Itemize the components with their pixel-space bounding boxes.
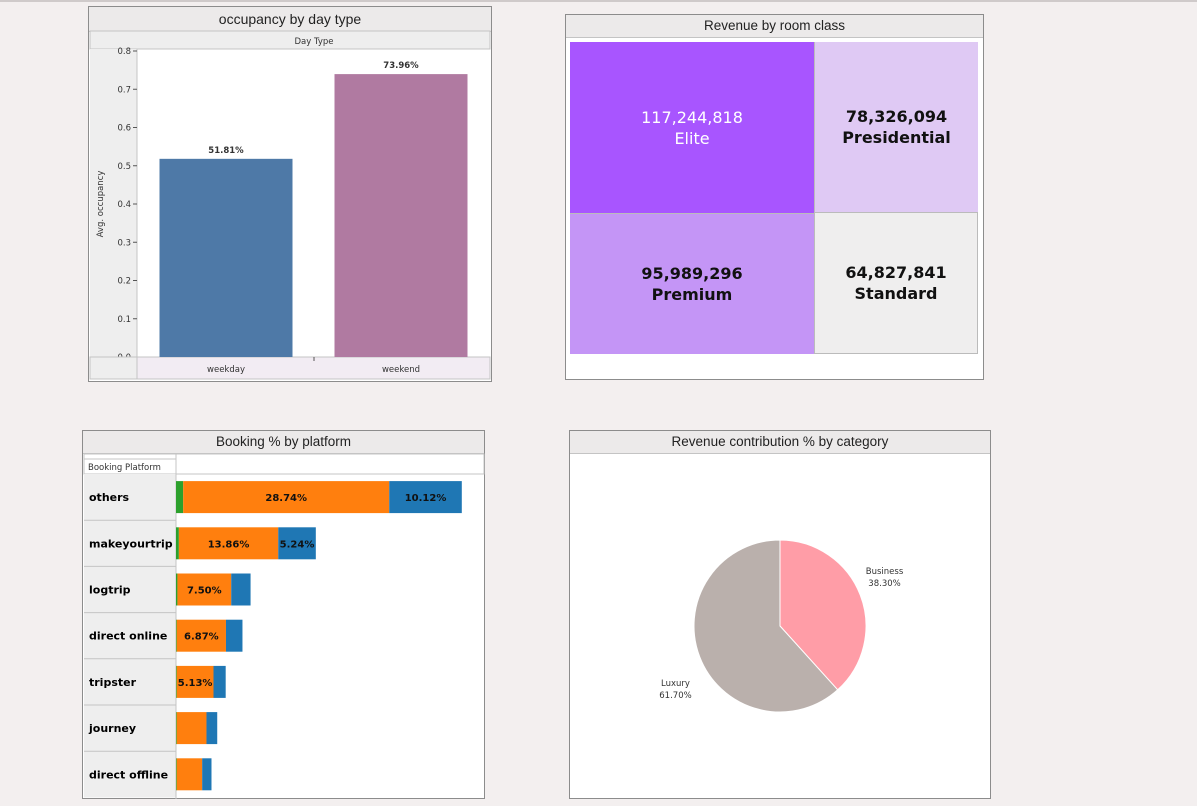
occupancy-ytick-label: 0.1: [117, 315, 131, 325]
booking-panel: Booking % by platform Booking Platform ot…: [82, 430, 485, 799]
booking-segment-label: 5.24%: [280, 539, 315, 550]
booking-category-label: others: [89, 491, 130, 504]
booking-segment-direct offline: [176, 758, 203, 791]
booking-row-header: Booking Platform: [88, 463, 161, 473]
category-title: Revenue contribution % by category: [570, 431, 990, 454]
occupancy-data-label: 73.96%: [383, 61, 419, 71]
booking-segment-direct offline: [202, 758, 212, 791]
pie-slice-luxury: [693, 539, 839, 713]
booking-segment-makeyourtrip: [176, 527, 179, 560]
booking-segment-others: [176, 481, 184, 514]
category-pie-chart: Business 38.30% Luxury 61.70%: [659, 539, 904, 713]
revenue-room-panel: Revenue by room class 117,244,818 Elite …: [565, 14, 984, 380]
booking-category-label: journey: [88, 722, 136, 735]
booking-segment-others: [389, 481, 462, 514]
booking-label-column: [84, 474, 176, 798]
occupancy-xaxis-corner: [89, 356, 138, 380]
booking-category-label: direct online: [89, 630, 167, 643]
cell-premium[interactable]: 95,989,296 Premium: [570, 213, 814, 354]
occupancy-axis-bg: [90, 49, 137, 357]
booking-segment-tripster: [213, 665, 226, 698]
occupancy-ytick-label: 0.6: [117, 124, 131, 134]
pie-label-name: Business: [866, 567, 904, 577]
booking-segment-direct offline: [176, 758, 177, 791]
booking-segment-label: 7.50%: [187, 586, 222, 597]
pie-label-name: Luxury: [661, 679, 690, 689]
booking-category-label: makeyourtrip: [89, 537, 173, 550]
booking-chart: Booking Platform others 28.74% 10.12% makeyo…: [83, 453, 485, 799]
revenue-room-title: Revenue by room class: [566, 15, 983, 38]
booking-segment-journey: [206, 712, 218, 745]
booking-segment-direct online: [225, 619, 243, 652]
cell-premium-value: 95,989,296: [641, 264, 743, 283]
pie-slice-business: [779, 539, 867, 691]
booking-segment-makeyourtrip: [278, 527, 316, 560]
cell-standard-value: 64,827,841: [845, 263, 947, 282]
occupancy-ytick-label: 0.3: [117, 238, 131, 248]
booking-segment-direct online: [176, 619, 226, 652]
occupancy-chart: Day Type0.00.10.20.30.40.50.60.70.8Avg. …: [89, 30, 491, 380]
occupancy-bar-weekend: [334, 74, 468, 357]
booking-segment-logtrip: [231, 573, 251, 606]
cell-presidential-label: Presidential: [842, 128, 951, 147]
pie-label-value: 38.30%: [868, 579, 900, 589]
booking-category-label: logtrip: [89, 584, 131, 597]
booking-segment-label: 10.12%: [405, 493, 447, 504]
booking-segment-direct online: [176, 619, 177, 652]
occupancy-panel: occupancy by day type Day Type0.00.10.20…: [88, 6, 492, 382]
occupancy-bar-weekday: [159, 158, 293, 357]
top-divider: [0, 0, 1197, 2]
booking-segment-label: 5.13%: [178, 678, 213, 689]
occupancy-data-label: 51.81%: [208, 146, 244, 156]
occupancy-xtick-label: weekday: [207, 365, 245, 375]
booking-segment-tripster: [176, 665, 177, 698]
cell-elite[interactable]: 117,244,818 Elite: [570, 42, 814, 213]
occupancy-ytick-label: 0.8: [117, 47, 131, 57]
occupancy-ytick-label: 0.5: [117, 162, 131, 172]
booking-category-label: tripster: [89, 676, 137, 689]
category-panel: Revenue contribution % by category Busin…: [569, 430, 991, 799]
booking-segment-label: 13.86%: [208, 539, 250, 550]
booking-segment-journey: [176, 712, 207, 745]
booking-segment-tripster: [176, 665, 214, 698]
occupancy-ytick-label: 0.7: [117, 85, 131, 95]
booking-segment-logtrip: [177, 573, 232, 606]
occupancy-ylabel: Avg. occupancy: [96, 171, 106, 238]
booking-segment-label: 6.87%: [184, 632, 219, 643]
cell-presidential[interactable]: 78,326,094 Presidential: [814, 42, 978, 213]
cell-elite-label: Elite: [674, 128, 710, 148]
pie-label-value: 61.70%: [659, 691, 691, 701]
occupancy-header-bg: [89, 30, 491, 50]
cell-standard[interactable]: 64,827,841 Standard: [814, 213, 978, 354]
cell-premium-label: Premium: [651, 285, 733, 304]
booking-segment-makeyourtrip: [178, 527, 279, 560]
occupancy-header-label: Day Type: [294, 37, 333, 47]
cell-elite-value: 117,244,818: [641, 107, 743, 127]
occupancy-ytick-label: 0.2: [117, 277, 131, 287]
cell-presidential-value: 78,326,094: [845, 107, 948, 126]
occupancy-xtick-label: weekend: [382, 365, 420, 375]
cell-standard-label: Standard: [854, 284, 938, 303]
occupancy-ytick-label: 0.4: [117, 200, 131, 210]
booking-segment-label: 28.74%: [265, 493, 307, 504]
booking-category-label: direct offline: [89, 768, 168, 781]
booking-segment-logtrip: [176, 573, 178, 606]
booking-segment-journey: [176, 712, 177, 745]
booking-segment-others: [183, 481, 390, 514]
